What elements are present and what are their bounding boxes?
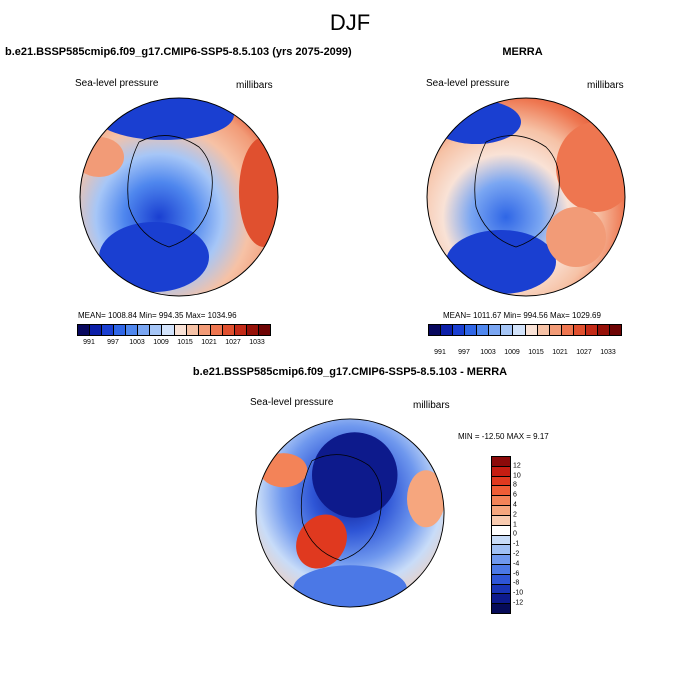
panel-2-colorbar-ticks: 991 997 1003 1009 1015 1021 1027 1033: [428, 349, 620, 359]
panel-1-units-label: millibars: [236, 80, 273, 91]
panel-2-tick: 1015: [528, 349, 544, 356]
panel-1-stats: MEAN= 1008.84 Min= 994.35 Max= 1034.96: [78, 311, 237, 320]
panel-2-title: MERRA: [502, 46, 543, 58]
panel-1-tick: 1033: [249, 339, 265, 346]
panel-2-tick: 997: [458, 349, 470, 356]
panel-1-title: b.e21.BSSP585cmip6.f09_g17.CMIP6-SSP5-8.…: [5, 46, 352, 58]
panel-2-tick: 1027: [576, 349, 592, 356]
panel-2-colorbar: [428, 324, 622, 336]
panel-1-tick: 1003: [129, 339, 145, 346]
panel-3-tick: -8: [513, 579, 520, 587]
panel-3-tick: -4: [513, 560, 520, 568]
panel-3-tick: -12: [513, 599, 524, 607]
panel-2-stats: MEAN= 1011.67 Min= 994.56 Max= 1029.69: [443, 311, 601, 320]
panel-1-tick: 1027: [225, 339, 241, 346]
panel-2-tick: 1021: [552, 349, 568, 356]
panel-2-tick: 1003: [480, 349, 496, 356]
panel-3-polar-map: [255, 418, 445, 608]
panel-2-field-label: Sea-level pressure: [426, 78, 510, 89]
panel-1-tick: 1021: [201, 339, 217, 346]
panel-3-tick: 2: [513, 511, 517, 519]
panel-3-units-label: millibars: [413, 400, 450, 411]
panel-1-tick: 1009: [153, 339, 169, 346]
panel-3-tick: -1: [513, 540, 520, 548]
panel-2-tick: 1033: [600, 349, 616, 356]
panel-3-tick: 10: [513, 472, 521, 480]
panel-3-stats: MIN = -12.50 MAX = 9.17: [458, 432, 549, 441]
panel-2-polar-map: [426, 97, 626, 297]
panel-1-tick: 1015: [177, 339, 193, 346]
panel-3-colorbar: [491, 456, 511, 614]
panel-3-tick: -2: [513, 550, 520, 558]
panel-1-tick: 991: [83, 339, 95, 346]
panel-3-tick: 6: [513, 491, 517, 499]
panel-3-tick: 4: [513, 501, 517, 509]
panel-3-field-label: Sea-level pressure: [250, 397, 334, 408]
panel-3-tick: -6: [513, 570, 520, 578]
panel-2-tick: 1009: [504, 349, 520, 356]
panel-3-tick: 12: [513, 462, 521, 470]
panel-3-colorbar-ticks: 12 10 8 6 4 2 1 0 -1 -2 -4 -6 -8 -10 -12: [513, 456, 543, 612]
panel-1-polar-map: [79, 97, 279, 297]
panel-2-tick: 991: [434, 349, 446, 356]
figure-title: DJF: [329, 10, 371, 35]
panel-3-title: b.e21.BSSP585cmip6.f09_g17.CMIP6-SSP5-8.…: [192, 366, 508, 378]
panel-2-units-label: millibars: [587, 80, 624, 91]
panel-1-field-label: Sea-level pressure: [75, 78, 159, 89]
panel-3-tick: -10: [513, 589, 524, 597]
panel-3-tick: 0: [513, 530, 517, 538]
panel-3-tick: 1: [513, 521, 517, 529]
panel-1-colorbar: [77, 324, 271, 336]
panel-3-tick: 8: [513, 481, 517, 489]
panel-1-colorbar-ticks: 991 997 1003 1009 1015 1021 1027 1033: [77, 339, 269, 349]
panel-1-tick: 997: [107, 339, 119, 346]
